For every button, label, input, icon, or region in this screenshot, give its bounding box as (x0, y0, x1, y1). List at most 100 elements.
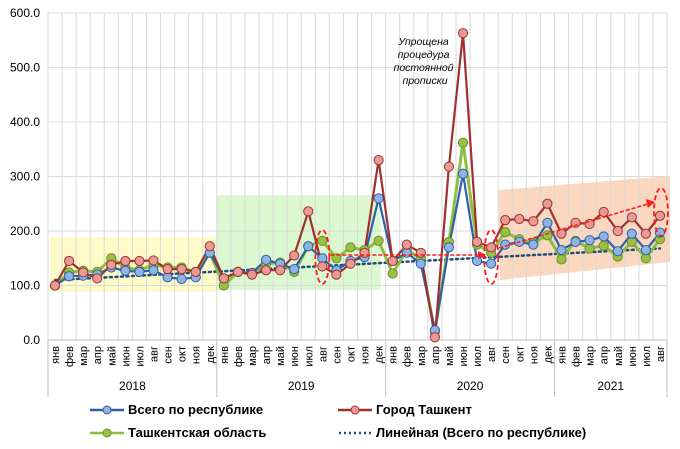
annotation-line: постоянной (394, 62, 454, 74)
x-year-label: 2018 (119, 379, 146, 393)
data-point (443, 242, 455, 253)
x-tick-label-month: мар (585, 346, 597, 366)
data-point (528, 239, 539, 250)
x-tick-label-month: май (275, 346, 287, 366)
legend-label: Город Ташкент (376, 402, 472, 417)
data-point (401, 239, 412, 250)
data-point (612, 225, 623, 237)
legend-label: Ташкентская область (128, 425, 267, 440)
annotation-line: прописки (402, 75, 447, 87)
data-point (92, 273, 103, 284)
data-point (260, 265, 272, 276)
data-point (471, 236, 483, 247)
data-point (134, 266, 145, 277)
x-tick-label-month: апр (599, 346, 611, 364)
x-tick-label-month: апр (92, 346, 104, 364)
x-tick-label-month: июл (641, 346, 653, 367)
data-point (232, 266, 244, 277)
data-point (598, 206, 609, 218)
x-tick-label-month: янв (388, 346, 400, 364)
x-tick-label-month: фев (402, 346, 414, 367)
data-point (556, 244, 567, 256)
x-tick-label-month: мар (416, 346, 428, 366)
legend-dotted-line-icon (339, 431, 371, 434)
data-point (640, 228, 651, 239)
data-point (443, 161, 455, 172)
annotation-line: Упрощена (397, 36, 449, 48)
data-point (289, 264, 300, 275)
x-tick-label-month: мар (78, 346, 90, 366)
legend-item-tashkent-region[interactable]: Ташкентская область (90, 425, 266, 440)
data-point (106, 259, 117, 270)
legend-item-tashkent-city[interactable]: Город Ташкент (338, 402, 472, 417)
data-point (303, 241, 314, 252)
x-tick-label-month: окт (177, 346, 189, 362)
data-point (654, 210, 666, 221)
legend-item-trendline[interactable]: Линейная (Всего по республике) (338, 425, 586, 440)
data-point (457, 137, 469, 148)
data-point (345, 258, 356, 269)
x-tick-label-month: июн (120, 346, 132, 366)
legend-label: Всего по республике (128, 402, 264, 417)
x-tick-label-month: сен (163, 346, 175, 364)
data-point (176, 273, 187, 285)
legend-line-marker-icon (90, 428, 124, 437)
x-tick-label-month: июн (289, 346, 301, 366)
x-tick-label-month: янв (219, 346, 231, 364)
data-point (542, 217, 553, 228)
x-tick-label-month: июл (134, 346, 146, 367)
data-point (500, 226, 511, 238)
x-tick-label-month: июл (303, 346, 315, 367)
data-point (134, 255, 145, 267)
x-tick-label-month: авг (149, 346, 161, 362)
x-tick-label-month: ноя (360, 346, 372, 364)
data-point (528, 216, 539, 227)
x-tick-label-month: фев (571, 346, 583, 367)
data-point (120, 265, 131, 276)
data-point (373, 155, 384, 166)
data-point (387, 268, 398, 279)
legend-item-total[interactable]: Всего по республике (90, 402, 263, 417)
data-point (584, 235, 595, 246)
data-point (64, 271, 75, 282)
x-tick-label-month: май (106, 346, 118, 366)
data-point (260, 254, 272, 265)
data-point (345, 242, 356, 253)
highlight-ellipse-aug-2021 (653, 187, 669, 237)
x-axis: янв фев мар апр май июн июл авг сен окт ноя дек янв ф… (47, 340, 668, 397)
y-tick-label: 300.0 (10, 170, 40, 184)
y-tick-label: 0.0 (23, 333, 40, 347)
x-tick-label-month: апр (430, 346, 442, 364)
data-point (204, 241, 215, 252)
arrow-head-icon (645, 199, 655, 208)
x-tick-label-month: май (444, 346, 456, 366)
data-point (78, 267, 89, 278)
x-tick-label-month: июл (472, 346, 484, 367)
x-year-label: 2021 (597, 379, 624, 393)
annotation-text: Упрощена процедура постоянной прописки (394, 36, 457, 87)
y-axis: 0.0 100.0 200.0 300.0 400.0 500.0 600.0 (10, 6, 40, 347)
data-point (598, 240, 609, 251)
data-point (415, 247, 426, 258)
highlight-ellipse-aug-2020 (483, 229, 500, 285)
x-tick-label-month: окт (345, 346, 357, 362)
arrow-line-2020-2021 (498, 203, 649, 249)
series-lines (49, 28, 666, 343)
data-point (457, 28, 469, 39)
x-tick-label-month: май (613, 346, 625, 366)
y-tick-label: 100.0 (10, 279, 40, 293)
x-tick-label-month: фев (64, 346, 76, 367)
x-tick-label-month: окт (514, 346, 526, 362)
band-2021 (498, 176, 670, 280)
legend-line-marker-icon (338, 405, 372, 414)
x-tick-label-month: авг (655, 346, 667, 362)
data-point (457, 168, 469, 179)
highlight-ellipse-aug-2019 (314, 229, 331, 285)
data-point (556, 228, 567, 239)
data-point (331, 269, 342, 280)
y-tick-label: 400.0 (10, 115, 40, 129)
data-point (317, 235, 328, 246)
data-point (373, 235, 384, 246)
annotation-overlay (314, 187, 669, 285)
data-point (486, 242, 497, 253)
